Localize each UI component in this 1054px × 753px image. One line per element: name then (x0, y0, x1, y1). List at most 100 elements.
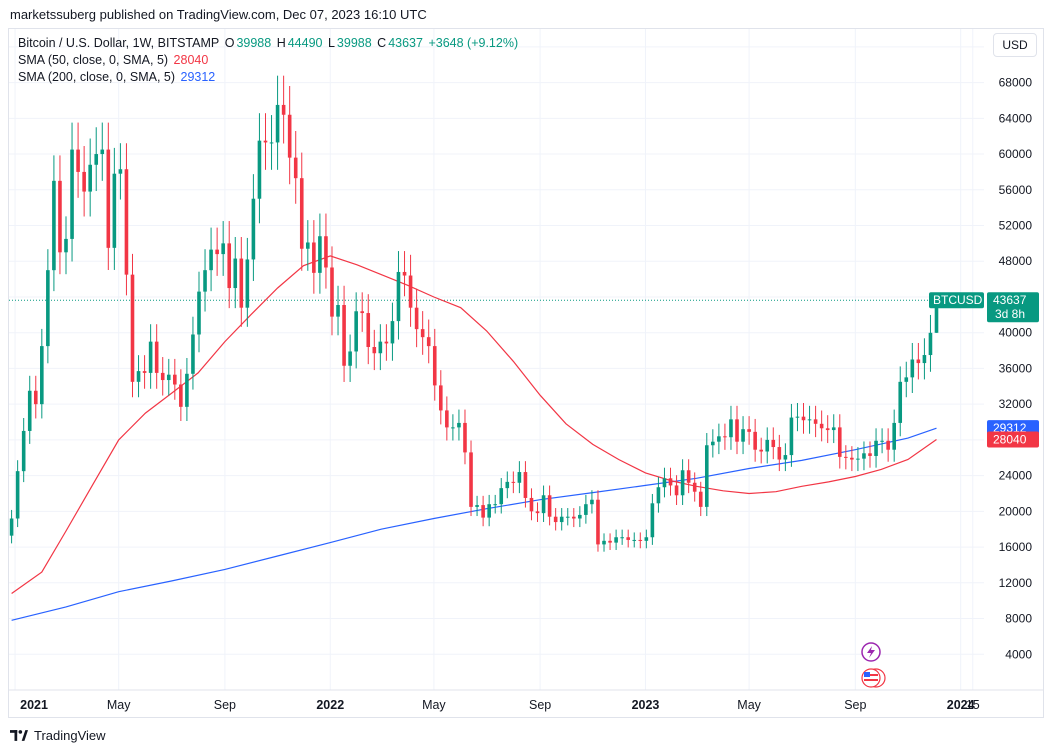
candle[interactable] (402, 251, 407, 297)
candle[interactable] (94, 127, 99, 192)
candle[interactable] (306, 220, 310, 271)
candle[interactable] (227, 221, 232, 309)
us-economic-event-icon[interactable] (861, 668, 886, 688)
candle[interactable] (686, 459, 691, 494)
sma200-legend[interactable]: SMA (200, close, 0, SMA, 5) 29312 (18, 70, 217, 84)
candle[interactable] (813, 405, 818, 438)
candle[interactable] (451, 414, 455, 441)
candle[interactable] (904, 361, 909, 398)
candle[interactable] (76, 122, 80, 198)
candle[interactable] (203, 249, 207, 312)
candle[interactable] (197, 271, 201, 353)
candle[interactable] (312, 220, 316, 294)
candle[interactable] (209, 227, 213, 292)
candle[interactable] (9, 509, 14, 544)
candle[interactable] (154, 324, 159, 389)
candle[interactable] (408, 254, 413, 327)
candle[interactable] (384, 324, 389, 361)
candle[interactable] (124, 143, 129, 296)
candle[interactable] (753, 418, 757, 462)
candle[interactable] (118, 143, 123, 200)
candle[interactable] (342, 285, 346, 382)
candle[interactable] (100, 122, 105, 181)
candle[interactable] (704, 433, 709, 517)
candle[interactable] (40, 328, 44, 419)
candle[interactable] (27, 375, 32, 444)
candle[interactable] (735, 405, 739, 455)
candle[interactable] (596, 490, 600, 552)
candle[interactable] (438, 370, 443, 425)
candle[interactable] (759, 437, 763, 464)
candle[interactable] (844, 445, 848, 470)
candle[interactable] (880, 428, 884, 454)
candle[interactable] (692, 472, 697, 502)
candle[interactable] (106, 122, 111, 270)
candle[interactable] (432, 328, 437, 401)
candle[interactable] (396, 251, 401, 340)
candle[interactable] (330, 246, 334, 336)
candle[interactable] (390, 302, 395, 361)
sma50-legend[interactable]: SMA (50, close, 0, SMA, 5) 28040 (18, 53, 210, 67)
candle[interactable] (426, 319, 431, 364)
candle[interactable] (825, 415, 830, 444)
candle[interactable] (626, 529, 630, 548)
candle[interactable] (571, 508, 576, 528)
currency-button[interactable]: USD (993, 33, 1037, 57)
candle[interactable] (70, 122, 74, 262)
candle[interactable] (674, 475, 679, 506)
candle[interactable] (275, 75, 280, 170)
candle[interactable] (46, 249, 50, 364)
candle[interactable] (215, 227, 219, 276)
candle[interactable] (711, 429, 715, 458)
candle[interactable] (559, 508, 564, 531)
candle[interactable] (33, 375, 38, 419)
candle[interactable] (717, 423, 721, 455)
candle[interactable] (795, 403, 800, 432)
candle[interactable] (789, 403, 794, 467)
candle[interactable] (499, 478, 504, 514)
candle[interactable] (850, 446, 854, 472)
candle[interactable] (886, 428, 890, 462)
candle[interactable] (862, 441, 866, 471)
candle[interactable] (493, 494, 498, 514)
candle[interactable] (698, 481, 703, 517)
candle[interactable] (378, 324, 383, 371)
candle[interactable] (535, 502, 540, 522)
candle[interactable] (511, 471, 516, 494)
candle[interactable] (578, 506, 582, 528)
candle[interactable] (590, 490, 594, 514)
candle[interactable] (245, 237, 250, 327)
candle[interactable] (529, 488, 534, 521)
candle[interactable] (173, 358, 177, 400)
candle[interactable] (263, 113, 268, 170)
candle[interactable] (324, 213, 328, 289)
candle[interactable] (868, 441, 872, 468)
candle[interactable] (185, 357, 189, 421)
candle[interactable] (771, 427, 776, 460)
candle[interactable] (269, 115, 274, 170)
candle[interactable] (644, 529, 649, 549)
candle[interactable] (414, 288, 419, 348)
candle[interactable] (287, 85, 292, 185)
candle[interactable] (565, 508, 570, 526)
candle[interactable] (584, 494, 588, 524)
candle[interactable] (420, 311, 425, 355)
candle[interactable] (457, 409, 461, 441)
candle[interactable] (88, 138, 92, 217)
candle[interactable] (293, 131, 298, 204)
candle[interactable] (299, 152, 304, 271)
candle[interactable] (336, 285, 340, 336)
candle[interactable] (148, 324, 153, 389)
candle[interactable] (112, 147, 117, 270)
candle[interactable] (602, 533, 606, 552)
candle[interactable] (541, 485, 546, 522)
candle[interactable] (553, 508, 558, 531)
candle[interactable] (928, 314, 933, 372)
lightning-event-icon[interactable] (861, 642, 881, 662)
candle[interactable] (632, 532, 637, 548)
candle[interactable] (620, 529, 624, 545)
candle[interactable] (191, 316, 195, 390)
candle[interactable] (741, 416, 745, 455)
candle[interactable] (831, 414, 836, 444)
